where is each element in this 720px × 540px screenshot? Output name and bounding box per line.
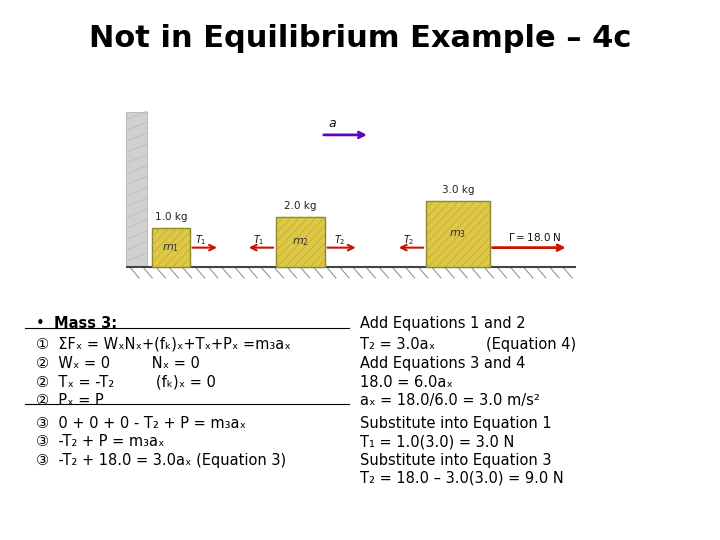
Text: $T_1$: $T_1$ [253,233,265,247]
Text: 3.0 kg: 3.0 kg [441,185,474,195]
Text: Substitute into Equation 1: Substitute into Equation 1 [360,416,552,431]
Text: ①  ΣFₓ = WₓNₓ+(fₖ)ₓ+Tₓ+Pₓ =m₃aₓ: ① ΣFₓ = WₓNₓ+(fₖ)ₓ+Tₓ+Pₓ =m₃aₓ [36,337,291,352]
Text: Add Equations 1 and 2: Add Equations 1 and 2 [360,316,526,331]
Text: 1.0 kg: 1.0 kg [155,212,187,222]
Text: 2.0 kg: 2.0 kg [284,201,317,211]
Bar [152,228,190,267]
Text: $T_1$: $T_1$ [195,233,207,247]
Text: $a$: $a$ [328,117,337,130]
Text: Substitute into Equation 3: Substitute into Equation 3 [360,453,552,468]
Bar [426,201,490,267]
Bar [276,217,325,267]
Text: 18.0 = 6.0aₓ: 18.0 = 6.0aₓ [360,375,453,390]
Text: Mass 3:: Mass 3: [54,316,117,331]
Text: ②  Tₓ = -T₂         (fₖ)ₓ = 0: ② Tₓ = -T₂ (fₖ)ₓ = 0 [36,375,216,390]
Text: $m_2$: $m_2$ [292,236,309,248]
Text: $m_3$: $m_3$ [449,228,467,240]
Text: ③  -T₂ + 18.0 = 3.0aₓ (Equation 3): ③ -T₂ + 18.0 = 3.0aₓ (Equation 3) [36,453,286,468]
Text: ③  0 + 0 + 0 - T₂ + P = m₃aₓ: ③ 0 + 0 + 0 - T₂ + P = m₃aₓ [36,416,246,431]
Text: •: • [36,316,45,331]
Text: T₂ = 18.0 – 3.0(3.0) = 9.0 N: T₂ = 18.0 – 3.0(3.0) = 9.0 N [360,471,564,486]
Text: Not in Equilibrium Example – 4c: Not in Equilibrium Example – 4c [89,24,631,53]
Text: T₁ = 1.0(3.0) = 3.0 N: T₁ = 1.0(3.0) = 3.0 N [360,434,514,449]
Text: $m_1$: $m_1$ [163,242,179,254]
Text: $\Gamma = 18.0$ N: $\Gamma = 18.0$ N [508,231,562,242]
Text: ③  -T₂ + P = m₃aₓ: ③ -T₂ + P = m₃aₓ [36,434,164,449]
Text: aₓ = 18.0/6.0 = 3.0 m/s²: aₓ = 18.0/6.0 = 3.0 m/s² [360,393,540,408]
Bar [126,112,147,267]
Text: $T_2$: $T_2$ [334,233,346,247]
Text: T₂ = 3.0aₓ           (Equation 4): T₂ = 3.0aₓ (Equation 4) [360,337,576,352]
Text: ②  Wₓ = 0         Nₓ = 0: ② Wₓ = 0 Nₓ = 0 [36,356,200,372]
Text: $T_2$: $T_2$ [403,233,415,247]
Text: Add Equations 3 and 4: Add Equations 3 and 4 [360,356,526,372]
Text: ②  Pₓ = P: ② Pₓ = P [36,393,104,408]
